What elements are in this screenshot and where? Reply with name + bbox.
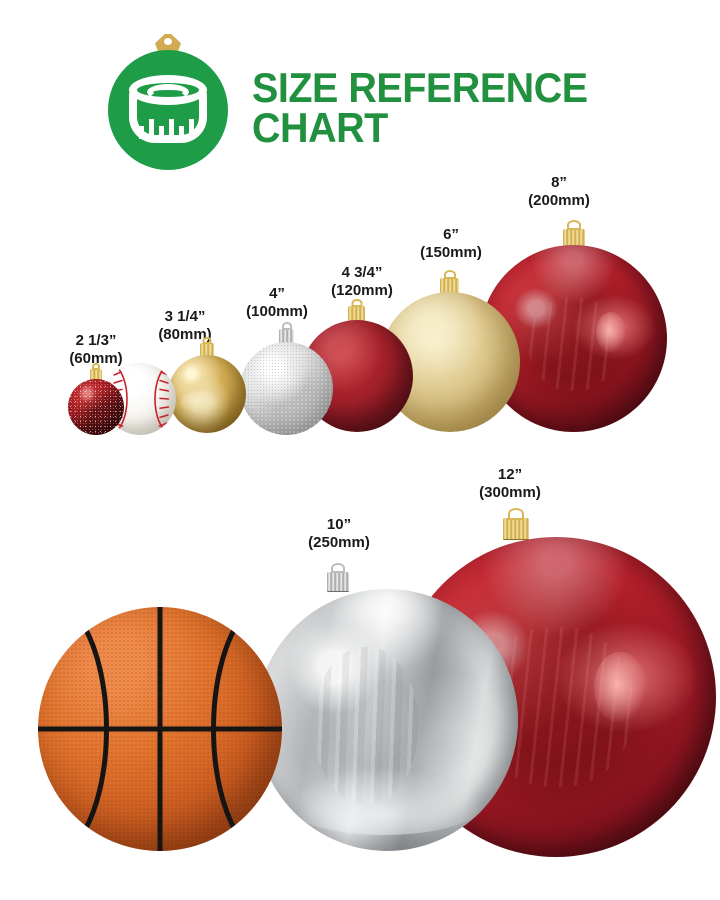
label-mm: (100mm) [246,302,308,320]
ball-surface [256,589,518,851]
label-mm: (120mm) [331,281,393,299]
ball-surface [68,379,124,435]
header: SIZE REFERENCE CHART [0,0,720,210]
tape-body [129,89,207,143]
label-ball-300mm: 12” (300mm) [455,466,565,501]
ball-surface [240,342,333,435]
label-inches: 2 1/3” [75,332,117,349]
basketball-reference-object [38,607,282,851]
ball-surface [168,355,246,433]
cap-gold-icon [563,220,585,248]
label-ball-100mm: 4” (100mm) [222,285,332,320]
label-mm: (250mm) [308,533,370,551]
measuring-tape-ornament-icon [108,34,228,199]
tape-ticks [139,117,197,139]
label-ball-250mm: 10” (250mm) [284,516,394,551]
label-inches: 4” [269,285,285,302]
logo-ornament-cap-hole-icon [164,38,172,45]
tape-roll-icon [127,73,209,147]
label-inches: 4 3/4” [341,264,383,281]
tape-top-ellipse [129,75,207,105]
label-inches: 12” [497,466,523,483]
logo-circle [108,50,228,170]
basketball-seams-icon [38,607,282,851]
page-title-line2: CHART [252,103,388,151]
cap-gold-icon [200,337,214,357]
cap-silver-icon [279,322,294,344]
label-mm: (60mm) [69,349,123,367]
label-mm: (200mm) [528,191,590,209]
cap-silver-icon [327,563,349,592]
label-ball-120mm: 4 3/4” (120mm) [307,264,417,299]
page-title-line1: SIZE REFERENCE [252,64,588,111]
cap-gold-icon [503,508,529,540]
label-inches: 3 1/4” [164,308,206,325]
label-mm: (80mm) [158,325,212,343]
label-mm: (300mm) [479,483,541,501]
label-ball-60mm: 2 1/3” (60mm) [52,332,140,367]
label-mm: (150mm) [420,243,482,261]
label-inches: 8” [551,174,567,191]
label-inches: 10” [326,516,352,533]
label-ball-200mm: 8” (200mm) [504,174,614,209]
tape-spiral [147,84,189,100]
label-inches: 6” [443,226,459,243]
label-ball-80mm: 3 1/4” (80mm) [130,308,240,343]
label-ball-150mm: 6” (150mm) [396,226,506,261]
page-title: SIZE REFERENCE CHART [252,67,656,151]
